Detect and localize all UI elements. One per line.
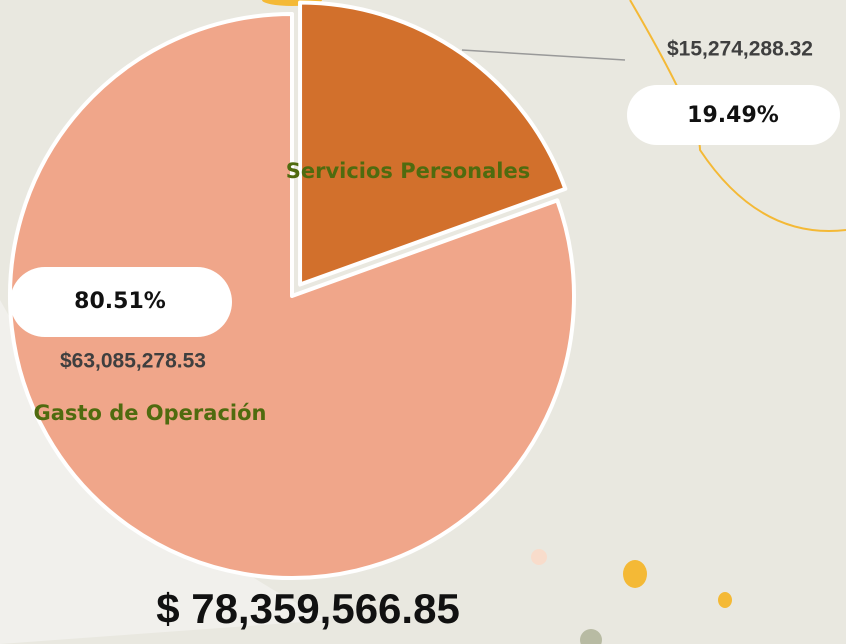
decor-dot — [623, 560, 647, 588]
labels: Servicios Personales 19.49% $15,274,288.32… — [10, 38, 840, 425]
amount-label: $15,274,288.32 — [667, 38, 813, 61]
amount-label: $63,085,278.53 — [60, 350, 206, 373]
decor-dot — [580, 629, 602, 644]
decor-dot — [531, 549, 547, 565]
category-label: Servicios Personales — [286, 159, 530, 183]
pie — [8, 0, 576, 580]
leader-line — [461, 49, 626, 61]
background-shape — [0, 300, 330, 644]
percent-label: 80.51% — [74, 289, 166, 314]
percent-label: 19.49% — [687, 103, 779, 128]
decor-dot — [718, 592, 732, 608]
percent-pill — [10, 267, 232, 337]
category-label: Gasto de Operación — [34, 401, 267, 425]
percent-pill — [627, 85, 840, 145]
decor-curve — [629, 0, 846, 232]
pie-slice — [8, 12, 576, 580]
total-label: $ 78,359,566.85 — [156, 585, 460, 632]
pie-slice — [298, 0, 568, 287]
